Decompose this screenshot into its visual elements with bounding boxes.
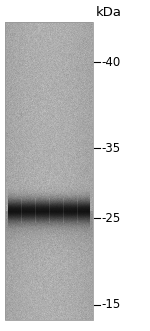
Text: -40: -40 (101, 56, 120, 69)
Text: -25: -25 (101, 212, 120, 224)
Text: -15: -15 (101, 299, 120, 311)
Text: kDa: kDa (96, 6, 122, 19)
Bar (5, 22, 93, 320)
Text: -35: -35 (101, 141, 120, 155)
